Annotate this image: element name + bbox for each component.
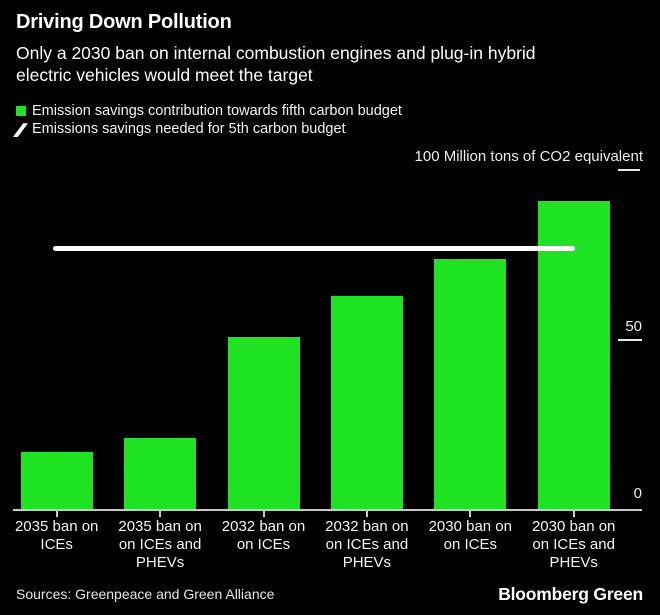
- chart-subtitle: Only a 2030 ban on internal combustion e…: [16, 43, 536, 86]
- x-axis-category-label-line: 2030 ban on: [531, 518, 616, 535]
- legend-target-line-label: Emissions savings needed for 5th carbon …: [32, 121, 346, 137]
- x-axis-category-label-line: on ICEs and: [532, 536, 615, 553]
- y-axis-label-50: 50: [625, 318, 642, 335]
- bar-5: [434, 258, 507, 509]
- x-axis-tick-2: [159, 511, 162, 517]
- x-axis-tick-5: [469, 511, 472, 517]
- x-axis-category-label-1: 2035 ban on ICEs: [1, 518, 113, 554]
- x-axis-tick-4: [365, 511, 368, 517]
- x-axis-category-label-line: PHEVs: [135, 554, 185, 571]
- y-axis-tick-100: [618, 169, 640, 171]
- x-axis-category-label-line: 2035 ban on: [14, 518, 99, 535]
- y-axis-unit-label: 100 Million tons of CO2 equivalent: [414, 148, 643, 165]
- x-axis-category-label-3: 2032 ban on on ICEs: [208, 518, 320, 554]
- target-needed-line: [53, 246, 575, 252]
- x-axis-category-label-line: PHEVs: [342, 554, 392, 571]
- x-axis-category-label-line: 2032 ban on: [325, 518, 409, 535]
- x-axis-category-label-line: on ICEs: [443, 536, 497, 553]
- bar-3: [227, 336, 300, 509]
- bar-2: [124, 438, 197, 509]
- x-axis-tick-1: [55, 511, 58, 517]
- chart-subtitle-line2: electric vehicles would meet the target: [16, 64, 313, 85]
- x-axis-category-label-2: 2035 ban on on ICEs and PHEVs: [104, 518, 216, 572]
- x-axis-baseline: [13, 509, 642, 511]
- x-axis-category-label-line: on ICEs: [236, 536, 291, 553]
- x-axis-category-label-6: 2030 ban on on ICEs and PHEVs: [518, 518, 630, 572]
- bar-4: [330, 296, 403, 509]
- x-axis-tick-3: [262, 511, 265, 517]
- bloomberg-green-logo: Bloomberg Green: [498, 584, 643, 604]
- y-axis-label-0: 0: [633, 485, 642, 502]
- x-axis-category-label-line: 2035 ban on: [118, 518, 202, 535]
- green-square-legend-icon: [16, 106, 26, 116]
- legend-bar-series-label: Emission savings contribution towards fi…: [32, 103, 402, 119]
- bar-6: [537, 201, 610, 509]
- legend-item-bar-series: Emission savings contribution towards fi…: [16, 103, 402, 119]
- x-axis-category-label-line: ICEs: [40, 536, 73, 553]
- chart-subtitle-line1: Only a 2030 ban on internal combustion e…: [16, 43, 536, 63]
- x-axis-category-label-line: on ICEs and: [118, 536, 202, 553]
- y-axis-tick-50: [618, 339, 642, 341]
- x-axis-category-label-line: on ICEs and: [325, 536, 409, 553]
- bar-1: [20, 451, 93, 509]
- chart-title: Driving Down Pollution: [16, 11, 232, 33]
- x-axis-category-label-line: PHEVs: [549, 554, 598, 571]
- legend-item-target-line: Emissions savings needed for 5th carbon …: [13, 121, 346, 137]
- sources-note: Sources: Greenpeace and Green Alliance: [16, 586, 275, 602]
- x-axis-category-label-line: 2030 ban on: [428, 518, 512, 535]
- x-axis-category-label-5: 2030 ban on on ICEs: [414, 518, 526, 554]
- x-axis-category-label-4: 2032 ban on on ICEs and PHEVs: [311, 518, 423, 572]
- x-axis-tick-6: [572, 511, 575, 517]
- white-slash-legend-icon: [13, 122, 28, 137]
- x-axis-category-label-line: 2032 ban on: [221, 518, 306, 535]
